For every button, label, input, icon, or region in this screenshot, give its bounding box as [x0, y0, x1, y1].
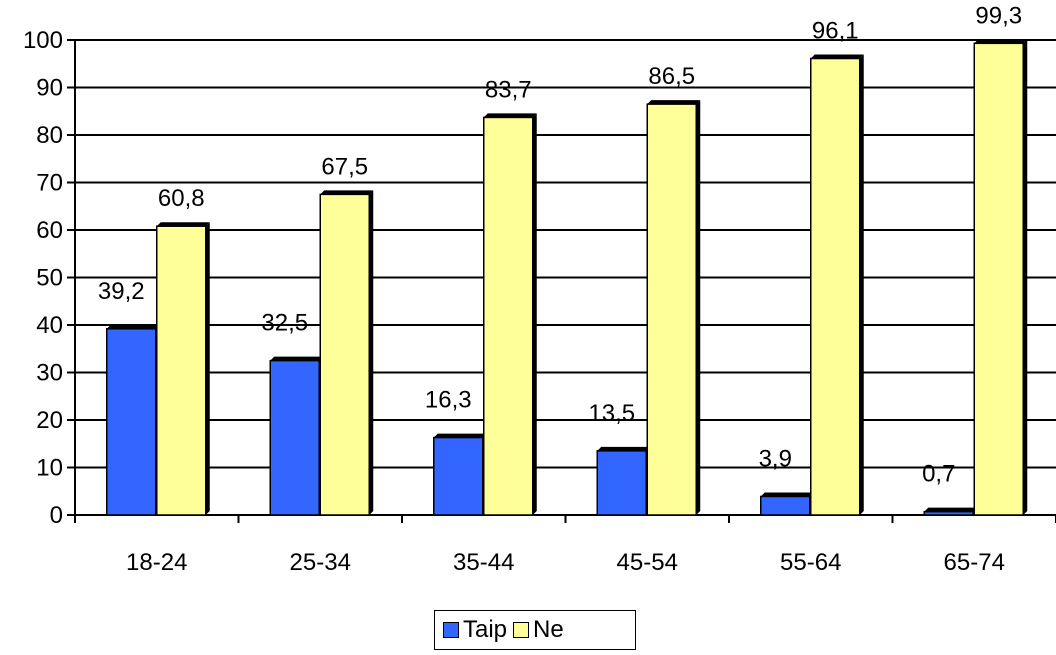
y-tick-label: 80 [36, 122, 63, 149]
bar-side-ne [205, 222, 210, 515]
y-tick-label: 20 [36, 407, 63, 434]
y-tick-label: 50 [36, 265, 63, 292]
y-tick-label: 70 [36, 170, 63, 197]
data-label-taip: 3,9 [759, 445, 792, 472]
data-label-ne: 96,1 [812, 18, 859, 45]
x-tick-label: 35-44 [453, 549, 514, 576]
legend-item-ne: Ne [513, 616, 564, 644]
bar-top-taip [270, 356, 324, 361]
bar-top-ne [156, 222, 210, 227]
y-axis: 0 10 20 30 40 50 60 70 80 90 100 [23, 27, 76, 529]
bar-taip [596, 450, 647, 516]
y-tick-label: 60 [36, 217, 63, 244]
data-label-ne: 86,5 [648, 63, 695, 90]
bar-top-taip [760, 492, 814, 497]
bar-ne [156, 225, 207, 516]
y-tick-label: 100 [23, 27, 63, 54]
data-label-taip: 39,2 [98, 278, 145, 305]
bar-ne [646, 103, 697, 516]
bar-taip [760, 495, 811, 516]
bar-ne [483, 116, 534, 516]
x-tick-label: 55-64 [780, 549, 841, 576]
data-label-taip: 16,3 [425, 387, 472, 414]
data-labels: 39,2 60,8 32,5 67,5 16,3 83,7 13,5 86,5 3,9 96,1 0… [98, 2, 1022, 487]
legend-label-ne: Ne [533, 616, 564, 643]
data-label-taip: 32,5 [261, 310, 308, 337]
x-tick-label: 18-24 [126, 549, 187, 576]
bar-ne [810, 57, 861, 516]
legend-swatch-ne [513, 622, 530, 638]
data-label-ne: 67,5 [321, 153, 368, 180]
data-label-ne: 60,8 [158, 185, 205, 212]
bar-top-ne [483, 113, 537, 118]
bar-chart: 0 10 20 30 40 50 60 70 80 90 100 18-24 25-34 35-44 45… [23, 2, 1056, 576]
bar-top-taip [924, 507, 978, 512]
data-label-ne: 99,3 [975, 2, 1022, 29]
legend-swatch-taip [443, 622, 459, 638]
bar-top-ne [320, 190, 374, 195]
bar-taip [433, 436, 484, 516]
bar-side-ne [1023, 39, 1028, 515]
x-axis: 18-24 25-34 35-44 45-54 55-64 65-74 [74, 514, 1056, 576]
bar-side-ne [369, 190, 374, 515]
data-label-taip: 0,7 [922, 461, 955, 488]
bar-taip [923, 510, 974, 516]
data-label-ne: 83,7 [485, 76, 532, 103]
bar-top-taip [597, 446, 651, 451]
legend-item-taip: Taip [443, 616, 507, 644]
bar-ne [973, 42, 1024, 516]
y-tick-label: 0 [50, 502, 63, 529]
bar-taip [269, 359, 320, 516]
bar-top-ne [810, 54, 864, 59]
y-tick-label: 90 [36, 75, 63, 102]
bar-side-ne [532, 113, 537, 516]
x-tick-label: 45-54 [617, 549, 678, 576]
x-tick-label: 65-74 [944, 549, 1005, 576]
y-tick-label: 30 [36, 360, 63, 387]
bar-top-ne [974, 39, 1028, 44]
gridlines [75, 39, 1056, 469]
bar-side-ne [859, 54, 864, 516]
bars [106, 39, 1028, 516]
bar-taip [106, 328, 157, 516]
bar-side-ne [696, 100, 701, 515]
legend: Taip Ne [434, 610, 636, 650]
data-label-taip: 13,5 [588, 400, 635, 427]
bar-top-taip [106, 324, 160, 329]
bar-ne [319, 193, 370, 516]
legend-label-taip: Taip [463, 616, 508, 643]
x-tick-label: 25-34 [290, 549, 351, 576]
bar-top-ne [647, 100, 701, 105]
y-tick-label: 10 [36, 455, 63, 482]
y-tick-label: 40 [36, 312, 63, 339]
bar-top-taip [433, 433, 487, 438]
